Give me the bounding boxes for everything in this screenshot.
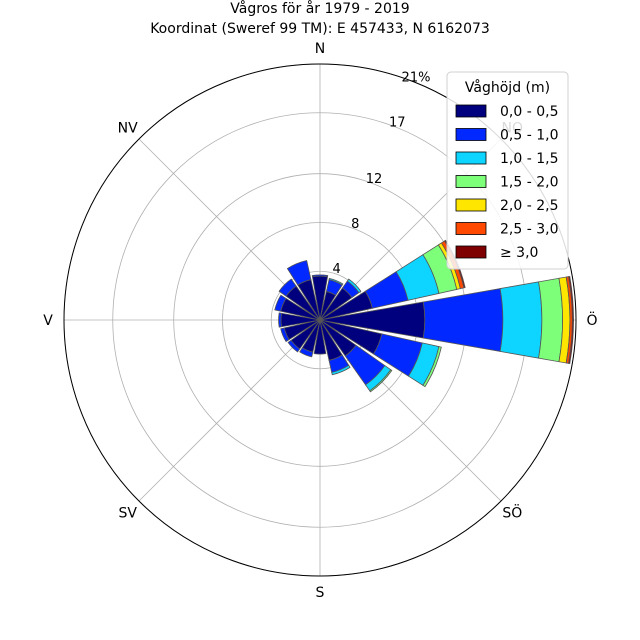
direction-label-5: SV [118, 505, 137, 521]
bar-dir2-bin2 [346, 278, 362, 294]
direction-label-7: NV [118, 121, 138, 137]
bar-dir5-bin3 [422, 346, 442, 388]
legend-label-2: 1,0 - 1,5 [500, 151, 558, 167]
legend-label-1: 0,5 - 1,0 [500, 128, 558, 144]
ring-label-2: 12 [366, 172, 383, 187]
bar-dir12-bin1 [278, 312, 283, 328]
polar-frame [63, 63, 577, 577]
direction-label-0: N [315, 41, 325, 57]
direction-label-2: Ö [586, 311, 597, 329]
legend-swatch-5 [455, 222, 487, 235]
legend-label-4: 2,0 - 2,5 [500, 198, 558, 214]
ring-label-1: 8 [351, 217, 359, 232]
legend-swatch-3 [455, 175, 487, 188]
legend: Våghöjd (m) 0,0 - 0,5 0,5 - 1,0 1,0 - 1,5 1… [446, 71, 569, 270]
rose-bars [274, 239, 574, 393]
direction-label-3: SÖ [502, 503, 522, 521]
legend-swatch-2 [455, 151, 487, 165]
direction-label-4: S [316, 585, 325, 601]
bar-dir15-bin1 [286, 260, 312, 286]
bar-dir6-bin3 [369, 369, 393, 393]
direction-label-6: V [43, 313, 53, 329]
legend-swatch-4 [455, 198, 487, 212]
legend-label-5: 2,5 - 3,0 [500, 222, 558, 238]
bar-dir13-bin1 [274, 294, 287, 312]
chart-subtitle: Koordinat (Sweref 99 TM): E 457433, N 61… [150, 21, 490, 37]
ring-label-3: 17 [389, 116, 406, 131]
bar-dir1-bin2 [328, 277, 344, 286]
grid-spoke-5 [138, 319, 321, 502]
bar-dir7-bin2 [331, 364, 351, 376]
bar-dir8-bin0 [313, 319, 327, 355]
legend-swatch-0 [455, 104, 487, 118]
legend-label-0: 0,0 - 0,5 [500, 104, 558, 120]
bar-dir10-bin1 [287, 339, 301, 353]
bar-dir0-bin1 [311, 274, 329, 278]
legend-entries: 0,0 - 0,5 0,5 - 1,0 1,0 - 1,5 1,5 - 2,0 2,0 … [455, 104, 558, 261]
chart-title: Vågros för år 1979 - 2019 [230, 0, 409, 17]
bar-dir9-bin1 [299, 347, 314, 358]
legend-label-6: ≥ 3,0 [500, 245, 538, 261]
legend-frame [446, 71, 569, 270]
bar-dir4-bin3 [538, 277, 563, 363]
legend-swatch-6 [455, 245, 487, 259]
legend-title: Våghöjd (m) [465, 79, 550, 96]
bar-dir14-bin1 [278, 278, 297, 297]
bar-dir4-bin1 [422, 288, 504, 352]
legend-label-3: 1,5 - 2,0 [500, 175, 558, 191]
ring-label-0: 4 [333, 262, 341, 277]
bar-dir4-bin6 [568, 275, 574, 365]
bar-dir11-bin1 [280, 327, 290, 343]
legend-swatch-1 [455, 128, 487, 141]
ring-label-4: 21% [402, 71, 431, 86]
bar-dir4-bin2 [499, 281, 543, 359]
